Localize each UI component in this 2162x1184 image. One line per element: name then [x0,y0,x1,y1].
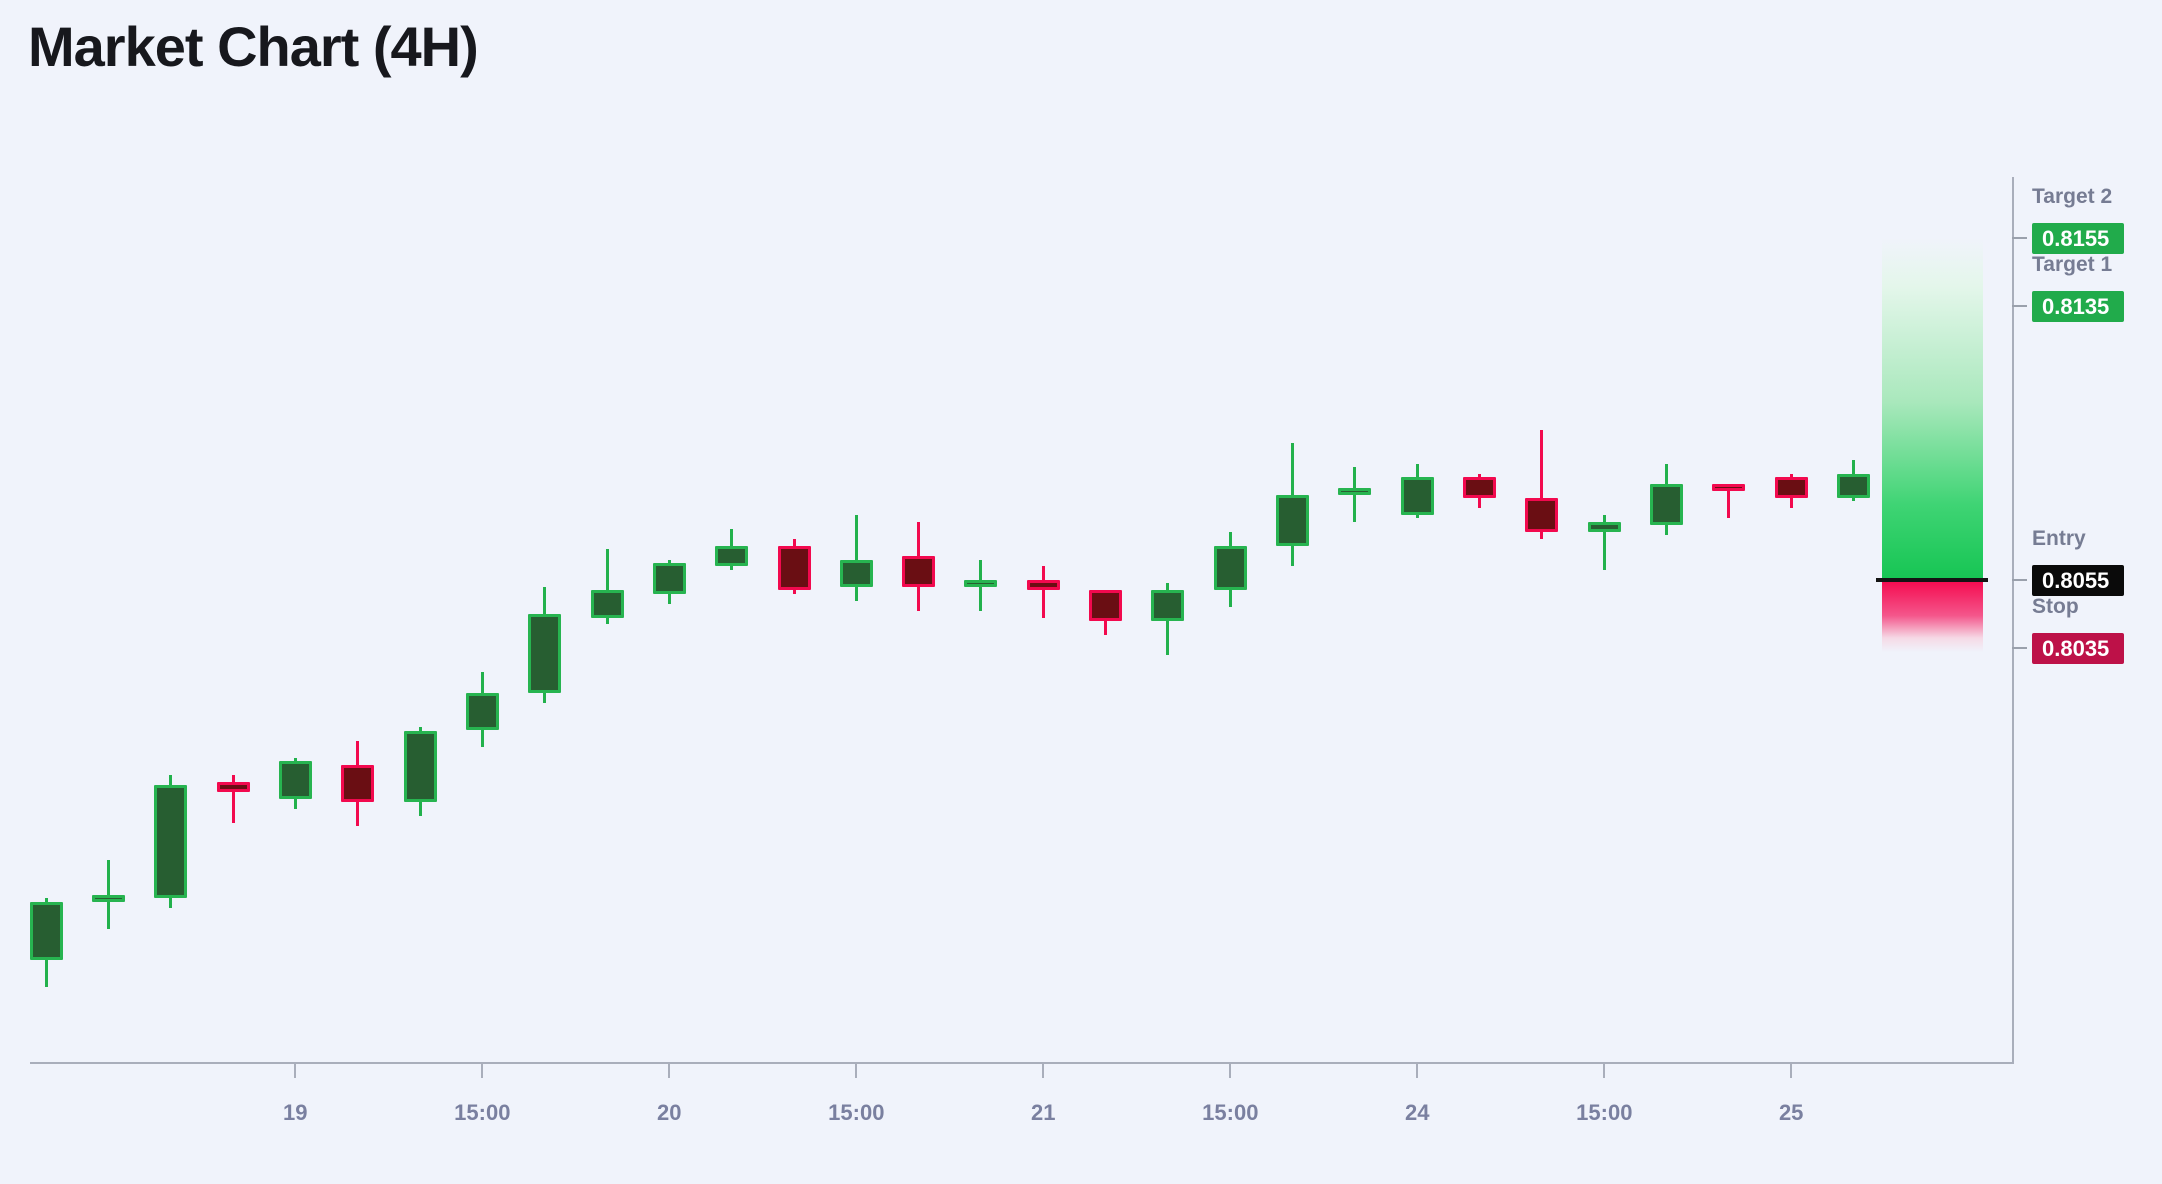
bull-candle-body [278,761,312,799]
time-axis-tick [1416,1062,1419,1078]
time-axis-tick [855,1062,858,1078]
entry-price-line [1876,578,1988,582]
bear-candle-wick [1727,484,1731,519]
stop-price-badge: 0.8035 [2032,632,2124,664]
bull-candle-wick [854,515,858,601]
page-title: Market Chart (4H) [28,15,479,78]
target1-label: Target 1 [2032,253,2113,277]
bull-candle-body [1151,590,1185,622]
time-axis-label: 20 [657,1100,682,1125]
stop-price-tick [2012,647,2027,650]
bear-candle-body [1712,484,1746,492]
bull-candle-body [715,545,749,567]
bull-candle-body [91,894,125,902]
time-axis-tick [294,1062,297,1078]
time-axis-label: 15:00 [454,1100,511,1125]
price-axis-line [2012,177,2014,1064]
time-axis-line [30,1062,2013,1064]
bull-candle-body [652,562,686,594]
target2-label: Target 2 [2032,185,2113,208]
bull-candle-body [154,785,188,899]
target1-price-badge: 0.8135 [2032,290,2124,322]
bull-candle-body [590,590,624,618]
bull-candle-body [528,614,562,693]
target2-price-tick [2012,237,2027,239]
time-axis-label: 15:00 [828,1100,885,1125]
target2-price-badge: 0.8155 [2032,222,2124,254]
bull-candle-body [403,730,437,803]
bear-candle-body [1089,590,1123,622]
bull-candle-body [1213,545,1247,591]
bear-candle-body [216,781,250,793]
time-axis-tick [1042,1062,1045,1078]
bear-candle-wick [1540,429,1544,539]
entry-label: Entry [2032,527,2086,550]
time-axis-label: 15:00 [1576,1100,1633,1125]
time-axis-tick [1603,1062,1606,1078]
stop-label: Stop [2032,595,2079,619]
time-axis-tick [1229,1062,1232,1078]
profit-zone [1882,238,1983,580]
bear-candle-body [341,764,375,803]
bull-candle-wick [1602,515,1606,570]
bull-candle-body [29,901,63,960]
bull-candle-wick [605,549,609,625]
bull-candle-body [465,692,499,731]
bear-candle-body [1525,497,1559,533]
bear-candle-wick [1041,566,1045,618]
bull-candle-body [1400,477,1434,515]
time-axis-label: 24 [1405,1100,1430,1125]
bear-candle-body [902,556,936,587]
entry-price-tick [2012,579,2027,581]
bull-candle-wick [106,860,110,929]
time-axis-label: 21 [1031,1100,1056,1125]
bear-candle-body [1026,580,1060,591]
target1-price-tick [2012,305,2027,308]
bear-candle-body [1774,477,1808,498]
time-axis-label: 19 [283,1100,308,1125]
bull-candle-body [1338,487,1372,495]
bull-candle-body [1276,494,1310,546]
bear-candle-wick [231,774,235,823]
bull-candle-body [1650,484,1684,526]
bull-candle-body [1587,521,1621,533]
entry-price-badge: 0.8055 [2032,564,2124,596]
time-axis-tick [481,1062,484,1078]
loss-zone [1882,582,1983,652]
bear-candle-body [777,545,811,591]
bull-candle-body [1837,474,1871,498]
bull-candle-body [964,580,998,587]
time-axis-tick [1790,1062,1793,1078]
time-axis-label: 25 [1778,1100,1804,1125]
time-axis-tick [668,1062,671,1078]
time-axis-label: 15:00 [1202,1100,1259,1125]
bull-candle-body [839,559,873,587]
bear-candle-body [1463,477,1497,498]
